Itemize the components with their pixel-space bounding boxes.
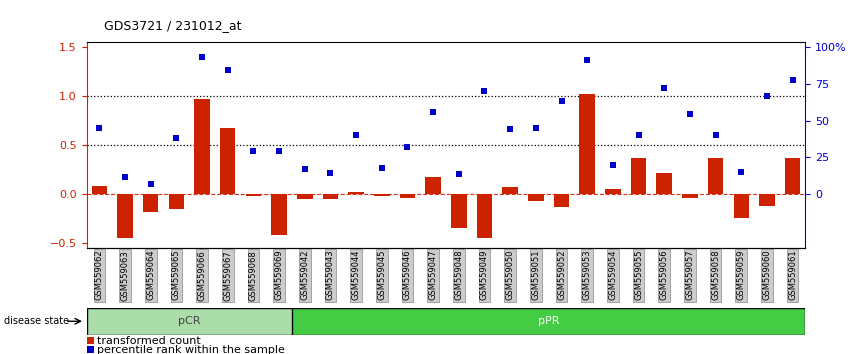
- Bar: [656, 172, 672, 194]
- Point: [272, 148, 286, 154]
- Text: GSM559050: GSM559050: [506, 250, 514, 300]
- Text: GSM559057: GSM559057: [685, 250, 695, 301]
- Text: GSM559060: GSM559060: [762, 250, 772, 301]
- Point: [683, 111, 697, 117]
- Text: GSM559048: GSM559048: [455, 250, 463, 301]
- Text: GSM559056: GSM559056: [660, 250, 669, 301]
- Bar: [348, 192, 364, 194]
- Bar: [194, 99, 210, 194]
- Point: [426, 109, 440, 115]
- Text: GSM559066: GSM559066: [197, 250, 207, 301]
- Bar: [630, 158, 646, 194]
- Bar: [553, 194, 569, 207]
- Bar: [425, 177, 441, 194]
- Text: GSM559053: GSM559053: [583, 250, 591, 301]
- Point: [503, 126, 517, 131]
- Text: pPR: pPR: [538, 316, 559, 326]
- Bar: [246, 194, 262, 196]
- Text: GSM559067: GSM559067: [223, 250, 232, 301]
- Point: [760, 93, 774, 99]
- Bar: [87, 337, 94, 344]
- Bar: [734, 194, 749, 218]
- Bar: [118, 194, 132, 238]
- Bar: [169, 194, 184, 209]
- Point: [785, 77, 799, 82]
- Point: [298, 166, 312, 171]
- Bar: [220, 127, 236, 194]
- Point: [324, 171, 338, 176]
- Text: GSM559069: GSM559069: [275, 250, 284, 301]
- Text: GSM559051: GSM559051: [532, 250, 540, 300]
- Bar: [87, 346, 94, 353]
- Text: GSM559062: GSM559062: [95, 250, 104, 301]
- Point: [606, 162, 620, 167]
- Bar: [143, 194, 158, 212]
- Text: transformed count: transformed count: [98, 336, 201, 346]
- Bar: [400, 194, 415, 198]
- Text: GSM559045: GSM559045: [378, 250, 386, 300]
- Bar: [292, 308, 805, 335]
- Bar: [759, 194, 774, 206]
- Bar: [374, 194, 390, 196]
- Bar: [579, 94, 595, 194]
- Point: [118, 175, 132, 180]
- Point: [708, 132, 722, 138]
- Text: GSM559044: GSM559044: [352, 250, 360, 300]
- Point: [349, 132, 363, 138]
- Point: [221, 67, 235, 73]
- Point: [144, 181, 158, 187]
- Point: [401, 144, 415, 150]
- Bar: [451, 194, 467, 228]
- Text: GSM559047: GSM559047: [429, 250, 437, 301]
- Text: GSM559058: GSM559058: [711, 250, 720, 301]
- Text: GDS3721 / 231012_at: GDS3721 / 231012_at: [104, 19, 242, 32]
- Point: [554, 98, 568, 104]
- Point: [657, 86, 671, 91]
- Text: GSM559043: GSM559043: [326, 250, 335, 301]
- Point: [452, 172, 466, 177]
- Text: disease state: disease state: [4, 316, 69, 326]
- Bar: [785, 158, 800, 194]
- Bar: [605, 189, 621, 194]
- Bar: [271, 194, 287, 235]
- Text: GSM559061: GSM559061: [788, 250, 797, 301]
- Bar: [323, 194, 338, 199]
- Text: GSM559052: GSM559052: [557, 250, 566, 300]
- Bar: [708, 158, 723, 194]
- Point: [631, 132, 645, 138]
- Point: [170, 136, 184, 141]
- Bar: [297, 194, 313, 199]
- Point: [529, 125, 543, 130]
- Text: GSM559065: GSM559065: [172, 250, 181, 301]
- Bar: [87, 308, 292, 335]
- Text: GSM559064: GSM559064: [146, 250, 155, 301]
- Text: GSM559049: GSM559049: [480, 250, 489, 300]
- Bar: [528, 194, 544, 201]
- Text: percentile rank within the sample: percentile rank within the sample: [98, 344, 285, 354]
- Text: GSM559042: GSM559042: [301, 250, 309, 300]
- Bar: [477, 194, 492, 238]
- Text: GSM559055: GSM559055: [634, 250, 643, 300]
- Point: [247, 148, 261, 154]
- Point: [93, 125, 107, 130]
- Bar: [502, 187, 518, 194]
- Text: GSM559059: GSM559059: [737, 250, 746, 300]
- Point: [195, 54, 209, 60]
- Point: [734, 169, 748, 175]
- Point: [477, 88, 491, 94]
- Text: pCR: pCR: [178, 316, 201, 326]
- Text: GSM559068: GSM559068: [249, 250, 258, 301]
- Text: GSM559054: GSM559054: [608, 250, 617, 300]
- Bar: [92, 186, 107, 194]
- Text: GSM559046: GSM559046: [403, 250, 412, 301]
- Text: GSM559063: GSM559063: [120, 250, 130, 301]
- Point: [375, 165, 389, 171]
- Point: [580, 57, 594, 63]
- Bar: [682, 194, 697, 198]
